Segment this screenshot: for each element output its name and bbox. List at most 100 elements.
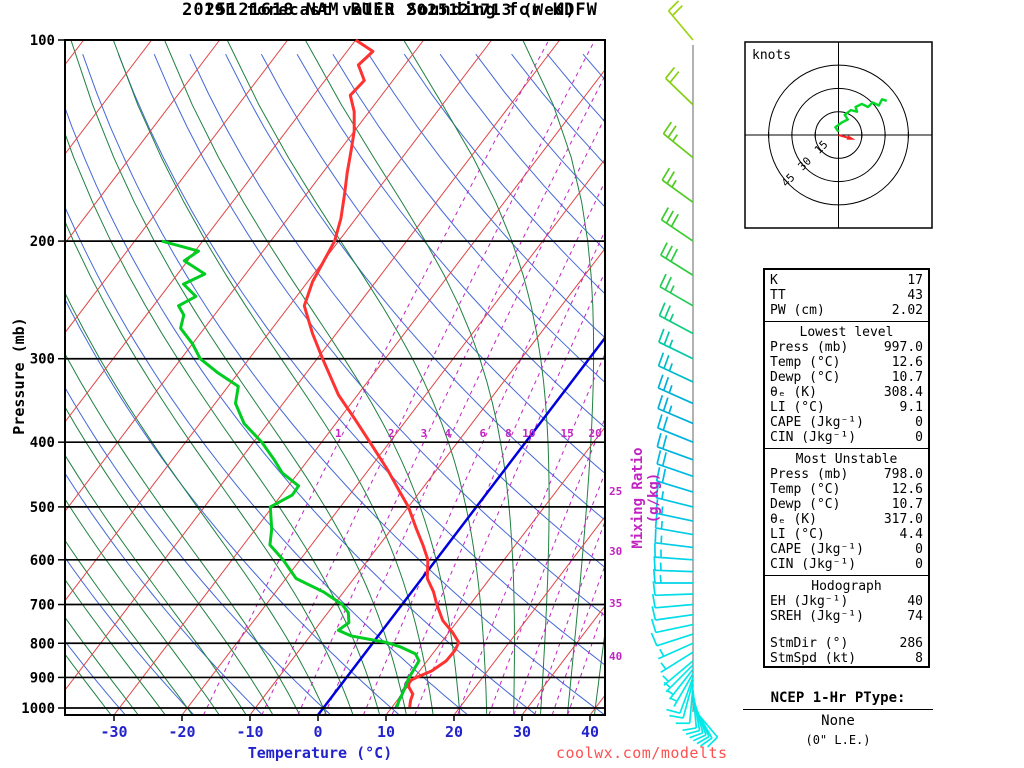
index-value: 8 [915, 651, 923, 666]
index-row: CIN (Jkg⁻¹) 0 [770, 430, 923, 445]
temperature-tick-label: 10 [377, 723, 395, 741]
pressure-tick-label: 300 [30, 352, 55, 368]
mixing-ratio-label: 3 [420, 427, 427, 440]
index-value: 17 [907, 273, 923, 288]
wind-barb [651, 593, 694, 609]
temperature-tick-label: -30 [100, 723, 127, 741]
table-section-header: Hodograph [811, 579, 882, 594]
mixing-ratio-label: 6 [479, 427, 486, 440]
index-row: StmSpd (kt) 8 [770, 651, 923, 666]
table-divider [765, 321, 928, 322]
wind-barb [656, 450, 694, 478]
index-row: θₑ (K) 308.4 [770, 385, 923, 400]
ptype-liquid-equivalent: (0" L.E.) [805, 733, 871, 747]
wind-barb [657, 352, 694, 383]
wind-barb [659, 273, 694, 307]
wind-barb [658, 302, 694, 335]
pressure-axis-title: Pressure (mb) [10, 317, 28, 435]
wind-barb [658, 328, 694, 360]
pressure-tick-labels: 100 200 300 400 500 600 700 800 900 1000 [21, 33, 65, 717]
watermark-link[interactable]: coolwx.com/modelts [556, 744, 728, 762]
mixing-ratio-label: 35 [609, 597, 622, 610]
index-row: Dewp (°C) 10.7 [770, 497, 923, 512]
pressure-tick-label: 200 [30, 234, 55, 250]
pressure-tick-label: 800 [30, 636, 55, 652]
index-value: 0 [915, 557, 923, 572]
wind-barb [661, 167, 694, 204]
index-value: 0 [915, 430, 923, 445]
index-value: 10.7 [891, 497, 923, 512]
table-divider [765, 448, 928, 449]
temperature-axis-title: Temperature (°C) [247, 744, 393, 762]
pressure-tick-label: 900 [30, 670, 55, 686]
temperature-tick-label: 30 [513, 723, 531, 741]
index-value: 997.0 [883, 340, 923, 355]
temperature-tick-label: 0 [313, 723, 322, 741]
pressure-tick-label: 400 [30, 435, 55, 451]
mixing-ratio-lines [202, 40, 605, 715]
index-row: CAPE (Jkg⁻¹) 0 [770, 542, 923, 557]
wind-barb [654, 513, 694, 536]
temperature-tick-label: -10 [236, 723, 263, 741]
index-row: SREH (Jkg⁻¹) 74 [770, 609, 923, 624]
wind-barb [660, 242, 694, 276]
wind-barb [652, 569, 693, 584]
chart-title: 2025121618 NAM BUFR Sounding for KDFW [182, 0, 598, 20]
chart-subtitle: 19h forecast valid 2025121713 (Wed) [203, 0, 577, 19]
index-label: CAPE (Jkg⁻¹) [770, 415, 864, 430]
index-label: CIN (Jkg⁻¹) [770, 557, 857, 572]
mixing-ratio-label: 2 [388, 427, 395, 440]
table-divider [765, 575, 928, 576]
index-label: θₑ (K) [770, 512, 817, 527]
mixing-ratio-label: 10 [522, 427, 535, 440]
wind-barb [675, 685, 694, 725]
wind-barb [653, 556, 694, 573]
wind-barb [654, 528, 694, 549]
temperature-tick-label: 20 [445, 723, 463, 741]
index-value: 43 [907, 288, 923, 303]
wind-barb [666, 677, 694, 714]
index-value: 798.0 [883, 467, 923, 482]
wind-barb [669, 681, 694, 719]
index-label: EH (Jkg⁻¹) [770, 594, 849, 609]
index-label: TT [770, 288, 786, 303]
wind-barb [656, 433, 694, 461]
index-row: EH (Jkg⁻¹) 40 [770, 594, 923, 609]
wind-barb [662, 660, 694, 686]
index-label: SREH (Jkg⁻¹) [770, 609, 864, 624]
index-row: Press (mb) 798.0 [770, 467, 923, 482]
wind-barb [654, 499, 694, 522]
index-label: Temp (°C) [770, 355, 841, 370]
index-label: CAPE (Jkg⁻¹) [770, 542, 864, 557]
freezing-line [317, 335, 605, 715]
mixing-ratio-label: 8 [505, 427, 512, 440]
index-row: CAPE (Jkg⁻¹) 0 [770, 415, 923, 430]
wind-barb [655, 467, 694, 493]
mixing-ratio-label: 4 [444, 427, 451, 440]
ptype-panel: NCEP 1-Hr PType: None (0" L.E.) [743, 690, 933, 747]
pressure-tick-label: 1000 [21, 701, 55, 717]
index-value: 0 [915, 542, 923, 557]
wind-barb [653, 543, 694, 561]
index-label: PW (cm) [770, 303, 825, 318]
table-section-header: Lowest level [799, 325, 894, 340]
temperature-tick-label: 40 [581, 723, 599, 741]
index-label: LI (°C) [770, 400, 825, 415]
index-value: 40 [907, 594, 923, 609]
ptype-value: None [821, 713, 855, 729]
sounding-indices-table: K 17 TT 43 PW (cm) 2.02 Lowest level Press (mb)… [763, 268, 930, 668]
index-value: 286 [899, 636, 923, 651]
wind-barb [650, 618, 694, 634]
temperature-tick-label: -20 [168, 723, 195, 741]
wind-barb [660, 207, 694, 242]
index-row: Press (mb) 997.0 [770, 340, 923, 355]
index-label: Press (mb) [770, 467, 849, 482]
temperature-tick-labels: -30 -20 -10 0 10 20 30 40 [100, 715, 599, 741]
pressure-tick-label: 600 [30, 553, 55, 569]
mixing-ratio-label: 30 [609, 545, 622, 558]
index-row: K 17 [770, 273, 923, 288]
wind-barb [651, 606, 694, 621]
sounding-profiles [161, 38, 461, 708]
index-label: StmSpd (kt) [770, 651, 857, 666]
